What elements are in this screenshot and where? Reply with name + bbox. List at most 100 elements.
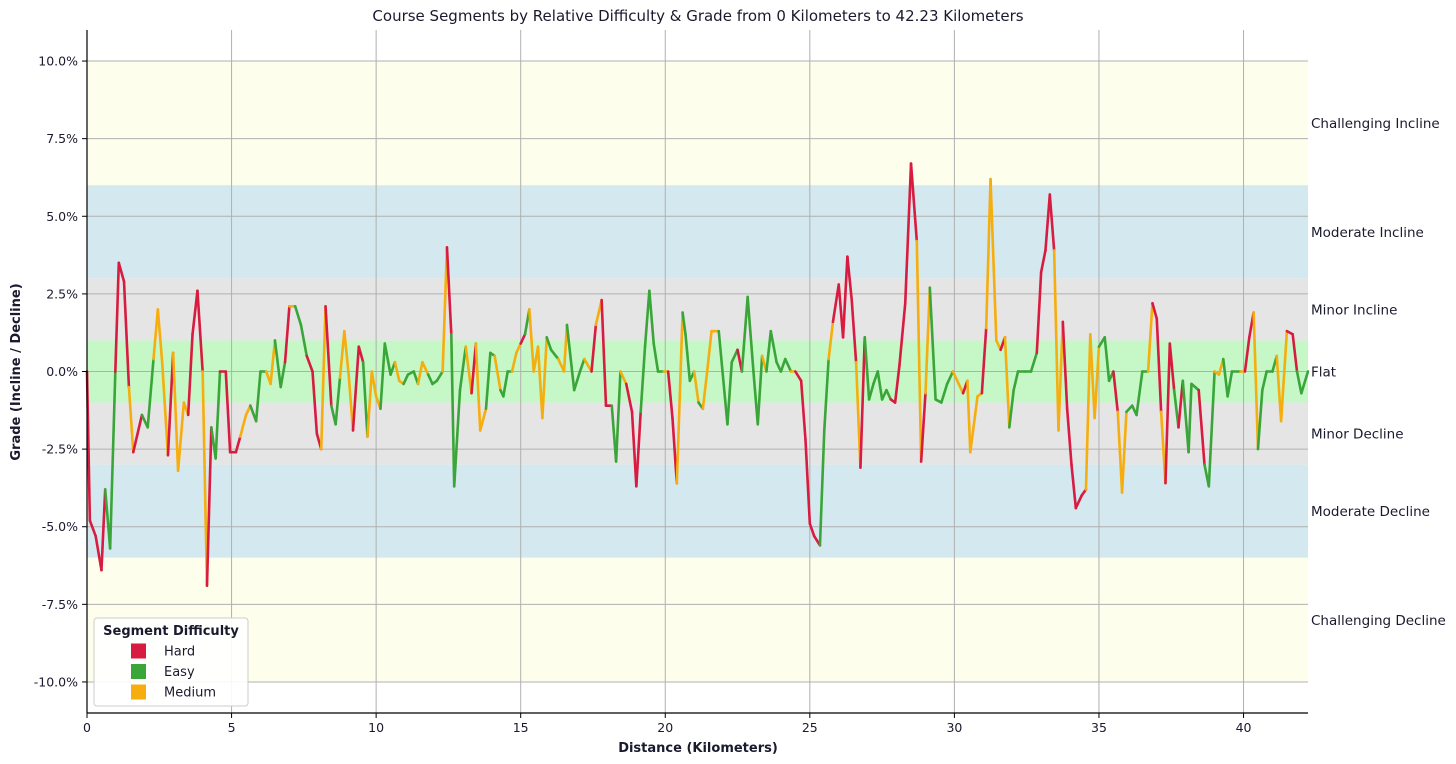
- segment-easy: [867, 382, 875, 401]
- segment-easy: [1181, 379, 1190, 454]
- segment-easy: [1012, 370, 1020, 392]
- segment-hard: [1177, 379, 1185, 429]
- segment-easy: [502, 370, 509, 398]
- band-challenging-incline: [87, 61, 1308, 186]
- segment-hard: [1112, 370, 1120, 414]
- segment-medium: [1279, 329, 1289, 423]
- segment-easy: [928, 286, 937, 401]
- segment-hard: [122, 280, 131, 389]
- x-axis-label: Distance (Kilometers): [618, 741, 778, 756]
- segment-medium: [536, 345, 544, 420]
- segment-hard: [808, 522, 816, 538]
- segment-hard: [311, 370, 319, 435]
- band-label-minor-decline: Minor Decline: [1311, 427, 1404, 443]
- band-label-challenging-incline: Challenging Incline: [1311, 116, 1440, 132]
- segment-hard: [224, 370, 232, 454]
- segment-easy: [549, 348, 560, 361]
- segment-medium: [127, 385, 135, 454]
- segment-medium: [510, 351, 518, 373]
- segment-medium: [1116, 410, 1124, 494]
- legend-box: [93, 617, 249, 707]
- legend-swatch-easy: [131, 664, 146, 679]
- grade-line: [85, 162, 1310, 588]
- segment-hard: [114, 261, 121, 373]
- segment-medium: [1003, 336, 1011, 429]
- segment-medium: [1275, 354, 1283, 423]
- segment-medium: [370, 370, 378, 398]
- segment-easy: [756, 354, 764, 426]
- segment-easy: [726, 360, 734, 426]
- segment-easy: [730, 348, 739, 364]
- segment-hard: [1070, 463, 1078, 510]
- segment-medium: [1084, 332, 1092, 491]
- y-tick-label: -2.5%: [42, 442, 78, 457]
- segment-medium: [1120, 410, 1128, 494]
- segment-medium: [827, 320, 835, 361]
- segment-medium: [701, 370, 709, 411]
- segment-hard: [88, 519, 97, 538]
- segment-easy: [279, 360, 287, 389]
- segment-hard: [1151, 301, 1159, 321]
- segment-easy: [818, 429, 826, 547]
- segment-medium: [478, 407, 488, 432]
- y-axis-ticks: 10.0% 7.5% 5.0% 2.5% 0.0% -2.5% -5.0% -7.5% -10.…: [34, 54, 87, 689]
- segment-hard: [100, 488, 107, 572]
- segment-medium: [176, 401, 186, 473]
- segment-easy: [379, 342, 387, 411]
- segment-medium: [951, 370, 961, 386]
- legend-label-hard: Hard: [164, 645, 195, 660]
- segment-hard: [909, 162, 919, 243]
- segment-hard: [799, 379, 807, 442]
- segment-hard: [630, 410, 638, 488]
- segment-hard: [831, 283, 841, 324]
- band-label-challenging-decline: Challenging Decline: [1311, 613, 1446, 629]
- segment-easy: [146, 357, 155, 429]
- legend-swatch-hard: [131, 643, 146, 659]
- segment-medium: [619, 370, 628, 386]
- segment-easy: [684, 332, 692, 383]
- segment-hard: [898, 301, 907, 367]
- segment-easy: [545, 336, 553, 352]
- segment-medium: [366, 370, 374, 439]
- segment-medium: [343, 329, 350, 376]
- segment-medium: [968, 395, 979, 454]
- segment-easy: [383, 342, 392, 376]
- segment-medium: [171, 351, 180, 473]
- segment-easy: [765, 329, 773, 373]
- segment-medium: [393, 360, 401, 383]
- legend: Segment Difficulty Hard Easy Medium: [93, 617, 249, 707]
- segment-hard: [893, 363, 901, 404]
- segment-easy: [334, 376, 342, 426]
- segment-hard: [1065, 407, 1073, 466]
- segment-hard: [666, 370, 674, 420]
- segment-medium: [562, 323, 569, 373]
- segment-easy: [449, 332, 456, 488]
- segment-medium: [675, 311, 684, 485]
- band-label-flat: Flat: [1311, 365, 1336, 381]
- segment-hard: [635, 410, 642, 488]
- segment-hard: [859, 336, 867, 470]
- segment-medium: [421, 360, 430, 376]
- segment-easy: [565, 323, 576, 392]
- segment-hard: [131, 413, 144, 454]
- segment-hard: [445, 246, 453, 336]
- segment-easy: [1295, 370, 1303, 395]
- segment-medium: [238, 413, 248, 439]
- segment-hard: [1197, 388, 1206, 466]
- segment-hard: [186, 332, 194, 417]
- grid-lines: [87, 30, 1308, 713]
- segment-easy: [769, 329, 778, 364]
- segment-hard: [980, 326, 988, 395]
- y-axis-label: Grade (Incline / Decline): [9, 283, 24, 460]
- y-tick-label: 5.0%: [46, 209, 78, 224]
- segment-medium: [416, 360, 424, 386]
- x-tick-label: 40: [1236, 720, 1252, 735]
- x-tick-label: 15: [513, 720, 529, 735]
- segment-easy: [254, 370, 262, 423]
- segment-medium: [984, 177, 992, 330]
- segment-easy: [1103, 336, 1111, 383]
- segment-hard: [351, 345, 361, 432]
- segment-hard: [117, 261, 126, 283]
- segment-easy: [783, 357, 793, 373]
